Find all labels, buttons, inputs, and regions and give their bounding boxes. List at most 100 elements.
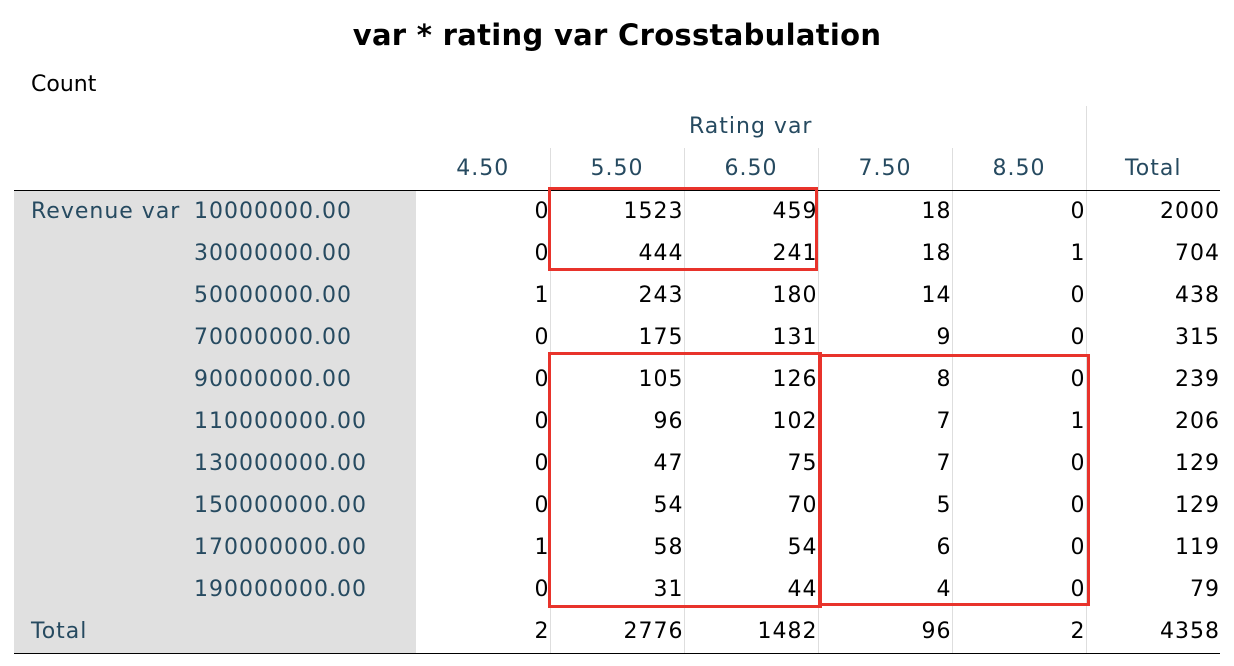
data-cell: 0: [534, 451, 550, 476]
table-row: Revenue var 10000000.00 0 1523 459 18 0 2000: [14, 190, 1220, 611]
data-cell: 444: [549, 233, 684, 275]
data-cell: 0: [416, 190, 550, 233]
data-cell: 4: [817, 569, 952, 611]
data-cell: 131: [683, 317, 818, 359]
row-label: 130000000.00: [194, 443, 416, 485]
row-label: 70000000.00: [194, 317, 416, 359]
data-cell: 0: [951, 569, 1086, 611]
data-cell: 58: [549, 527, 684, 569]
table-subtitle: Count: [31, 72, 97, 97]
table-row: 50000000.00 1 243 180 14 0 438: [14, 275, 1220, 317]
data-cell: 14: [817, 275, 952, 317]
data-cell: 0: [951, 443, 1086, 485]
data-cell: 241: [683, 233, 818, 275]
data-cell: 0: [534, 577, 550, 602]
crosstab-table: Rating var 4.50 5.50 6.50 7.50 8.50 Tota…: [14, 106, 1220, 654]
total-cell: 2: [416, 611, 550, 654]
corner-cell: [14, 148, 194, 191]
data-cell: 54: [549, 485, 684, 527]
data-cell: 180: [683, 275, 818, 317]
data-cell: 102: [683, 401, 818, 443]
data-cell: 96: [549, 401, 684, 443]
row-total-cell: 315: [1085, 317, 1220, 359]
row-total-cell: 206: [1085, 401, 1220, 443]
data-cell: 1: [951, 401, 1086, 443]
row-total-cell: 239: [1085, 359, 1220, 401]
column-header: 8.50: [951, 148, 1086, 191]
data-cell: 18: [817, 233, 952, 275]
data-cell: 0: [951, 485, 1086, 527]
data-cell: 0: [951, 527, 1086, 569]
total-cell: 96: [817, 611, 952, 654]
data-cell: 105: [549, 359, 684, 401]
data-cell: 5: [817, 485, 952, 527]
table-row: 150000000.00 0 54 70 5 0 129: [14, 485, 1220, 527]
header-row-columns: 4.50 5.50 6.50 7.50 8.50 Total: [14, 148, 1220, 191]
data-cell: 31: [549, 569, 684, 611]
column-header: 5.50: [549, 148, 684, 191]
row-label: 50000000.00: [194, 275, 416, 317]
data-cell: 8: [817, 359, 952, 401]
data-cell: 18: [817, 190, 952, 233]
header-row-group: Rating var: [14, 106, 1220, 148]
total-header-spacer: [1085, 106, 1220, 148]
column-header: 7.50: [817, 148, 952, 191]
data-cell: 459: [683, 190, 818, 233]
data-cell: 0: [951, 317, 1086, 359]
table-row: 110000000.00 0 96 102 7 1 206: [14, 401, 1220, 443]
row-total-cell: 119: [1085, 527, 1220, 569]
row-label: 30000000.00: [194, 233, 416, 275]
data-cell: 243: [549, 275, 684, 317]
total-cell: 2776: [549, 611, 684, 654]
corner-cell: [14, 106, 194, 148]
row-label: 190000000.00: [194, 569, 416, 611]
row-group-label: Revenue var: [14, 190, 194, 611]
total-row-label: Total: [14, 611, 416, 654]
row-total-cell: 129: [1085, 485, 1220, 527]
data-cell: 1: [534, 535, 550, 560]
data-cell: 70: [683, 485, 818, 527]
row-total-cell: 129: [1085, 443, 1220, 485]
table-row: 130000000.00 0 47 75 7 0 129: [14, 443, 1220, 485]
data-cell: 0: [534, 493, 550, 518]
data-cell: 0: [534, 325, 550, 350]
data-cell: 1523: [549, 190, 684, 233]
row-label: 150000000.00: [194, 485, 416, 527]
corner-cell: [194, 106, 416, 148]
data-cell: 0: [951, 190, 1086, 233]
row-label: 170000000.00: [194, 527, 416, 569]
corner-cell: [194, 148, 416, 191]
data-cell: 1: [534, 283, 550, 308]
data-cell: 0: [951, 359, 1086, 401]
total-column-header: Total: [1085, 148, 1220, 191]
table-row: 30000000.00 0 444 241 18 1 704: [14, 233, 1220, 275]
data-cell: 1: [951, 233, 1086, 275]
data-cell: 0: [534, 241, 550, 266]
table-row: 190000000.00 0 31 44 4 0 79: [14, 569, 1220, 611]
row-total-cell: 79: [1085, 569, 1220, 611]
row-label: 110000000.00: [194, 401, 416, 443]
total-row: Total 2 2776 1482 96 2 4358: [14, 611, 1220, 654]
row-label: 10000000.00: [194, 190, 416, 233]
data-cell: 0: [951, 275, 1086, 317]
grand-total-cell: 4358: [1085, 611, 1220, 654]
data-cell: 7: [817, 443, 952, 485]
data-cell: 6: [817, 527, 952, 569]
table-row: 70000000.00 0 175 131 9 0 315: [14, 317, 1220, 359]
table-row: 90000000.00 0 105 126 8 0 239: [14, 359, 1220, 401]
data-cell: 0: [534, 367, 550, 392]
data-cell: 9: [817, 317, 952, 359]
row-label: 90000000.00: [194, 359, 416, 401]
table-row: 170000000.00 1 58 54 6 0 119: [14, 527, 1220, 569]
data-cell: 75: [683, 443, 818, 485]
table-title: var * rating var Crosstabulation: [352, 18, 882, 52]
data-cell: 44: [683, 569, 818, 611]
column-header: 6.50: [683, 148, 818, 191]
row-total-cell: 2000: [1085, 190, 1220, 233]
data-cell: 0: [534, 409, 550, 434]
total-cell: 2: [951, 611, 1086, 654]
data-cell: 175: [549, 317, 684, 359]
column-header: 4.50: [416, 148, 550, 191]
data-cell: 126: [683, 359, 818, 401]
data-cell: 47: [549, 443, 684, 485]
